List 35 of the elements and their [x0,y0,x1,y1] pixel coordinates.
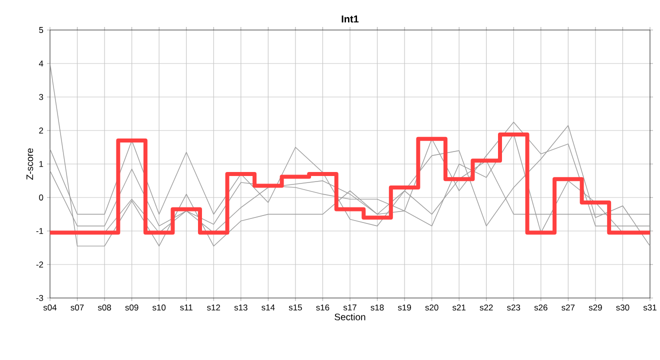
y-tick-label: -3 [36,295,44,301]
x-tick-label: s23 [507,304,520,311]
y-tick-label: -1 [36,228,44,234]
x-tick-label: s17 [343,304,356,310]
x-tick-label: s31 [643,304,656,311]
y-tick-label: 4 [38,60,44,66]
x-tick-label: s18 [370,304,384,311]
x-tick-label: s20 [425,304,438,311]
y-tick-label: 0 [39,194,44,200]
x-tick-label: s12 [207,304,220,311]
y-tick-label: 3 [39,94,44,100]
y-tick-label: 5 [39,27,44,33]
y-axis-title: Z-score [26,148,34,180]
x-tick-label: s29 [588,304,602,311]
x-tick-label: s10 [152,304,166,311]
y-tick-label: 2 [39,128,44,134]
x-tick-label: s16 [316,304,330,311]
x-tick-label: s19 [398,304,411,311]
y-tick-label: 1 [39,161,44,167]
x-axis-title: Section [334,313,366,320]
x-tick-label: s26 [534,304,548,311]
x-tick-label: s11 [180,304,192,310]
chart-title: Int1 [342,16,359,23]
x-tick-label: s21 [452,304,466,311]
x-tick-label: s15 [288,304,302,310]
x-tick-label: s08 [98,304,112,311]
x-tick-label: s04 [43,304,57,311]
x-tick-label: s07 [70,304,84,311]
x-tick-label: s14 [262,304,275,310]
y-tick-label: -2 [36,262,44,268]
x-tick-label: s13 [234,304,248,311]
x-tick-label: s27 [562,304,575,311]
x-tick-label: s09 [125,304,138,311]
x-tick-label: s22 [480,304,493,311]
x-tick-label: s30 [616,304,630,311]
